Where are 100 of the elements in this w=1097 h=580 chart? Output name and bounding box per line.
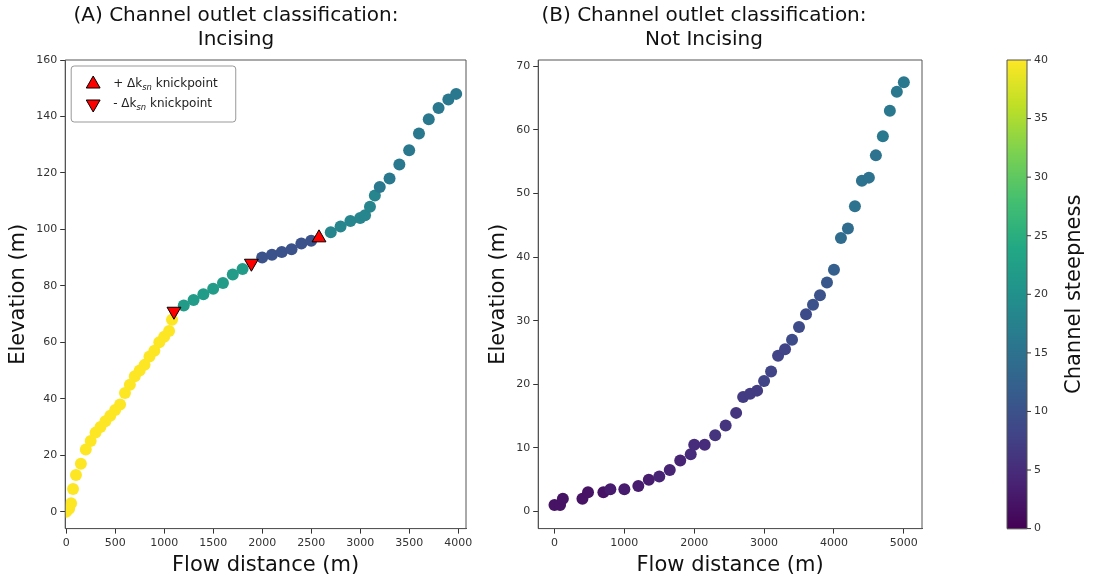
point [709, 429, 722, 442]
point [187, 293, 200, 306]
x-tick-label: 2000 [248, 536, 277, 550]
point [207, 282, 220, 295]
color-bar-label: 20 [1034, 287, 1048, 301]
color-bar-label: 25 [1034, 228, 1048, 242]
point [758, 375, 771, 388]
x-tick-label: 2500 [297, 536, 326, 550]
point [69, 468, 82, 481]
point [807, 298, 819, 311]
y-tick-label: 10 [516, 440, 531, 454]
y-tick-label: 100 [36, 222, 58, 236]
point [813, 289, 826, 302]
y-tick-label: 20 [516, 377, 531, 391]
point [869, 149, 882, 162]
point [197, 288, 210, 301]
color-bar-title: Channel steepness [1061, 194, 1086, 394]
point [890, 85, 903, 98]
y-tick-label: 80 [43, 278, 58, 292]
point [841, 222, 854, 235]
point [67, 483, 80, 496]
color-bar-label: 35 [1034, 111, 1048, 125]
y-tick-label: 60 [516, 122, 531, 136]
point [74, 457, 87, 470]
y-tick-label: 0 [523, 504, 531, 518]
x-tick-label: 1500 [199, 536, 228, 550]
point [393, 158, 406, 171]
x-tick-label: 2000 [680, 536, 709, 550]
x-tick-label: 1000 [150, 536, 179, 550]
x-tick-label: 4000 [819, 536, 848, 550]
y-tick-label: 20 [43, 448, 58, 462]
point [653, 470, 666, 483]
point [226, 268, 239, 281]
y-tick-label: 60 [43, 335, 58, 349]
y-tick-label: 40 [43, 391, 58, 405]
point [344, 214, 357, 227]
point [236, 262, 249, 275]
point [422, 113, 435, 126]
x-tick-label: 3500 [395, 536, 424, 550]
color-bar-label: 40 [1034, 52, 1048, 66]
point [834, 232, 847, 245]
point [403, 144, 416, 157]
chart-title: (B) Channel outlet classification: Not Incising [541, 2, 867, 51]
point [285, 243, 298, 256]
point [793, 321, 806, 334]
point [166, 306, 182, 320]
point [632, 480, 645, 492]
x-tick-label: 1000 [610, 536, 639, 550]
point [363, 200, 376, 213]
point [163, 325, 176, 337]
x-tick-label: 500 [104, 536, 126, 550]
y-tick-label: 70 [516, 59, 531, 73]
point [876, 130, 889, 143]
point [719, 419, 732, 432]
x-tick-label: 5000 [889, 536, 918, 550]
point [118, 387, 131, 400]
y-tick-label: 160 [36, 52, 58, 66]
point [862, 171, 875, 184]
point [243, 258, 259, 272]
x-tick-label: 0 [62, 536, 70, 550]
y-axis-title: Elevation (m) [485, 223, 510, 365]
point [275, 245, 288, 258]
point [216, 277, 229, 290]
point [450, 87, 463, 100]
y-tick-label: 30 [516, 313, 531, 327]
color-bar-label: 5 [1034, 462, 1041, 476]
point [800, 308, 813, 321]
point [674, 454, 687, 467]
point [265, 248, 278, 261]
point [432, 101, 445, 114]
point [883, 104, 896, 117]
point [820, 276, 833, 289]
x-tick-label: 3000 [346, 536, 375, 550]
point [897, 76, 910, 89]
x-tick-label: 4000 [444, 536, 473, 550]
point [827, 263, 840, 276]
point [373, 181, 386, 194]
point [582, 486, 595, 499]
color-bar-label: 30 [1034, 170, 1048, 184]
chart-title: (A) Channel outlet classification: Incising [73, 2, 399, 51]
point [751, 384, 764, 397]
y-axis-title: Elevation (m) [5, 223, 30, 365]
y-tick-label: 40 [516, 249, 531, 263]
color-bar-label: 0 [1034, 521, 1041, 535]
point [663, 464, 676, 477]
point [765, 365, 778, 378]
point [334, 220, 347, 233]
color-bar-label: 15 [1034, 345, 1048, 359]
point [688, 438, 701, 451]
x-axis-title: Flow distance (m) [172, 551, 360, 576]
point [698, 438, 711, 451]
point [779, 343, 792, 356]
color-bar-label: 10 [1034, 404, 1048, 418]
point [786, 333, 799, 346]
point [311, 229, 327, 243]
y-tick-label: 120 [36, 165, 58, 179]
point [848, 200, 861, 213]
point [114, 398, 127, 411]
point [412, 127, 425, 140]
y-tick-label: 0 [50, 504, 58, 518]
